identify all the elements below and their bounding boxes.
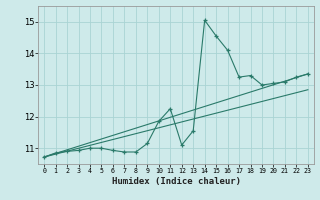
X-axis label: Humidex (Indice chaleur): Humidex (Indice chaleur) <box>111 177 241 186</box>
